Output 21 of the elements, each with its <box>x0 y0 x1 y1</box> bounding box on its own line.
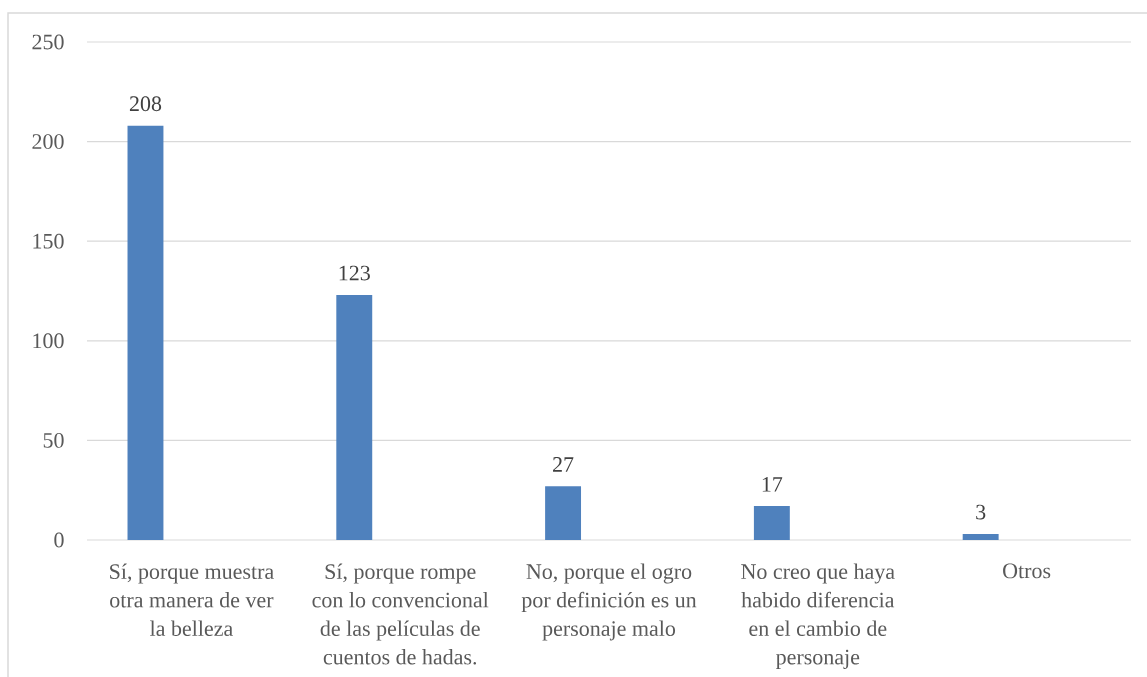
x-tick-label: No, porque el ogro por definición es un personaje malo <box>521 563 697 641</box>
bar <box>127 125 164 540</box>
y-tick-label: 200 <box>32 134 64 150</box>
data-label: 3 <box>976 504 986 520</box>
x-tick-label: Sí, porque rompe con lo convencional de las películas de cuentos de hadas. <box>312 563 489 665</box>
bar <box>336 294 373 540</box>
y-tick-label: 100 <box>33 333 64 349</box>
y-tick-label: 150 <box>33 233 64 249</box>
data-label: 17 <box>762 477 783 492</box>
bar <box>962 534 999 540</box>
bar <box>753 506 790 540</box>
y-tick-label: 0 <box>54 532 64 548</box>
y-tick-label: 250 <box>32 34 64 50</box>
data-label: 208 <box>129 96 162 112</box>
x-tick-label: Otros <box>1003 563 1051 579</box>
bar <box>545 486 582 540</box>
data-label: 27 <box>553 457 574 472</box>
x-tick-label: Sí, porque muestra otra manera de ver la belleza <box>110 563 274 637</box>
x-tick-label: No creo que haya habido diferencia en el cambio de personaje <box>741 563 895 669</box>
y-tick-label: 50 <box>43 432 64 448</box>
data-label: 123 <box>339 265 370 281</box>
